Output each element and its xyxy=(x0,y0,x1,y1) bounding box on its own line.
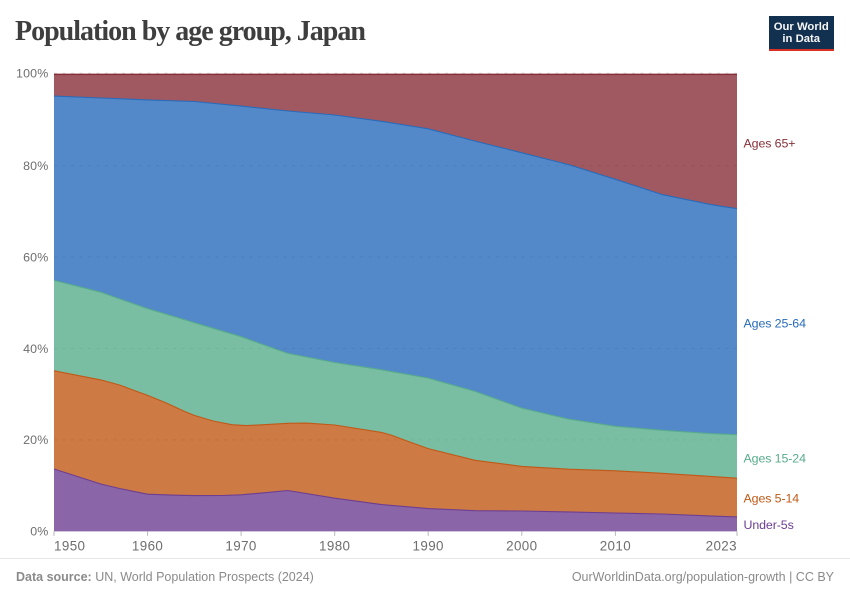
svg-text:2023: 2023 xyxy=(706,539,737,554)
svg-text:2000: 2000 xyxy=(506,539,537,554)
svg-text:1980: 1980 xyxy=(319,539,350,554)
svg-text:1970: 1970 xyxy=(225,539,256,554)
svg-text:Ages 25-64: Ages 25-64 xyxy=(744,316,807,330)
svg-text:0%: 0% xyxy=(30,525,48,539)
svg-text:100%: 100% xyxy=(16,67,49,81)
svg-text:80%: 80% xyxy=(23,159,48,173)
svg-text:1990: 1990 xyxy=(413,539,444,554)
svg-text:1950: 1950 xyxy=(54,539,85,554)
svg-text:1960: 1960 xyxy=(132,539,163,554)
svg-text:40%: 40% xyxy=(23,342,48,356)
svg-text:20%: 20% xyxy=(23,433,48,447)
svg-text:Ages 15-24: Ages 15-24 xyxy=(744,451,807,465)
svg-text:Ages 65+: Ages 65+ xyxy=(744,136,796,150)
svg-text:Ages 5-14: Ages 5-14 xyxy=(744,492,800,506)
svg-text:2010: 2010 xyxy=(600,539,631,554)
svg-text:60%: 60% xyxy=(23,250,48,264)
svg-text:Under-5s: Under-5s xyxy=(744,518,794,532)
